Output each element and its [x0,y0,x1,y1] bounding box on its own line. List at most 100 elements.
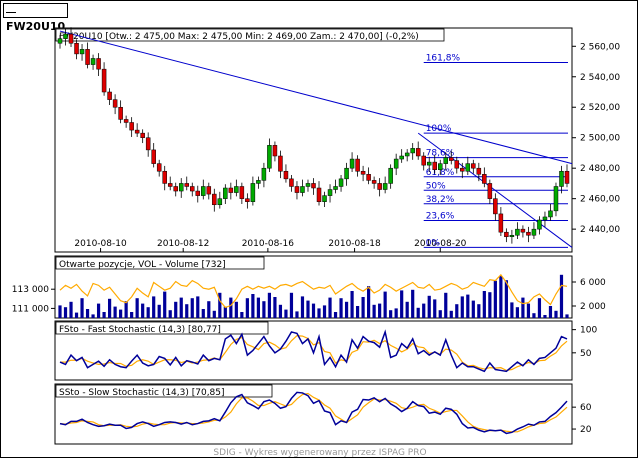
volume-bar [74,312,79,318]
trend-line-upper [59,30,573,165]
volume-bar [328,297,332,318]
volume-bar [69,301,73,318]
candle-body [178,183,184,192]
price-tick-label: 2 520,00 [580,103,620,113]
candle-body [311,183,316,189]
candle-body [283,170,289,180]
candle-body [228,187,234,193]
candle-body [504,231,509,238]
volume-bar [493,280,497,318]
volume-bar [378,303,382,318]
volume-bar [157,304,161,318]
candle-body [316,187,322,202]
panel-title-box [55,321,269,335]
candle-body [129,122,134,131]
volume-bar [102,312,106,318]
candle-body [449,157,454,161]
volume-bar [466,294,470,318]
volume-bar [306,300,310,318]
candle-body [322,195,327,202]
volume-bar [63,307,68,318]
volume-bar [85,309,90,318]
volume-bar [96,303,101,318]
volume-bar [526,303,531,318]
candle-body [261,167,267,181]
candle-body [421,155,426,166]
volume-bar [438,310,442,318]
volume-bar [565,314,569,318]
volume-bar [482,291,486,318]
candle-body [415,148,421,157]
candle-body [162,170,167,184]
candle-body [145,137,151,151]
volume-bar [488,292,492,318]
volume-bar [58,305,62,318]
volume-bar [295,311,299,318]
volume-bar [240,312,244,318]
volume-bar [339,298,343,318]
volume-bar [411,289,415,318]
volume-bar [405,301,409,318]
candle-body [190,186,195,192]
candle-body [112,99,118,108]
candle-body [432,161,437,170]
candle-body [377,183,382,190]
candle-body [542,216,548,221]
volume-bar [130,312,134,318]
candle-body [327,189,333,196]
candle-body [212,193,217,206]
price-tick-label: 2 480,00 [580,164,620,174]
volume-bar [367,286,371,318]
volume-bar [543,315,547,318]
candle-body [349,158,355,169]
slow-d-line [59,392,568,433]
candle-body [195,190,201,196]
panel-title-box [55,384,273,398]
candle-body [151,149,156,164]
volume-bar [80,298,84,318]
candle-body [63,33,68,39]
volume-bar [174,301,178,318]
stoch-tick-label: 50 [580,349,592,359]
candle-body [96,58,101,70]
fib-level-label: 161,8% [426,54,461,64]
candle-body [217,198,223,206]
candle-body [167,183,173,187]
legend-line-icon [6,11,16,13]
volume-bar [416,307,420,318]
panel-title: FW20U10 [Otw.: 2 475,00 Max: 2 475,00 Mi… [59,32,419,42]
volume-bar [262,301,266,318]
candle-body [101,68,107,93]
volume-bar [300,296,305,318]
candle-body [184,183,189,187]
candle-body [79,49,85,55]
candle-body [388,167,393,184]
volume-bar [444,292,448,318]
stoch-tick-label: 60 [580,403,592,413]
fib-level-label: 0% [426,238,441,248]
volume-bar [333,312,338,318]
candle-body [156,163,162,172]
candle-body [223,187,228,199]
volume-bar [433,299,437,318]
slow-k-line [59,391,568,435]
candle-body [256,180,261,184]
candle-body [443,157,449,164]
volume-bar [278,304,283,318]
volume-bar [515,307,520,318]
panel-title-box [55,28,445,42]
volume-bar [322,305,327,318]
volume-bar [344,301,349,318]
volume-bar [168,310,172,318]
volume-bar [245,298,249,318]
candle-body [118,106,123,120]
candle-body [520,228,526,233]
volume-bar [119,309,123,318]
volume-bar [422,303,426,318]
date-label: 2010-08-12 [157,239,209,249]
panel-1 [54,27,573,253]
candle-body [300,186,305,193]
price-tick-label: 2 540,00 [580,73,620,83]
